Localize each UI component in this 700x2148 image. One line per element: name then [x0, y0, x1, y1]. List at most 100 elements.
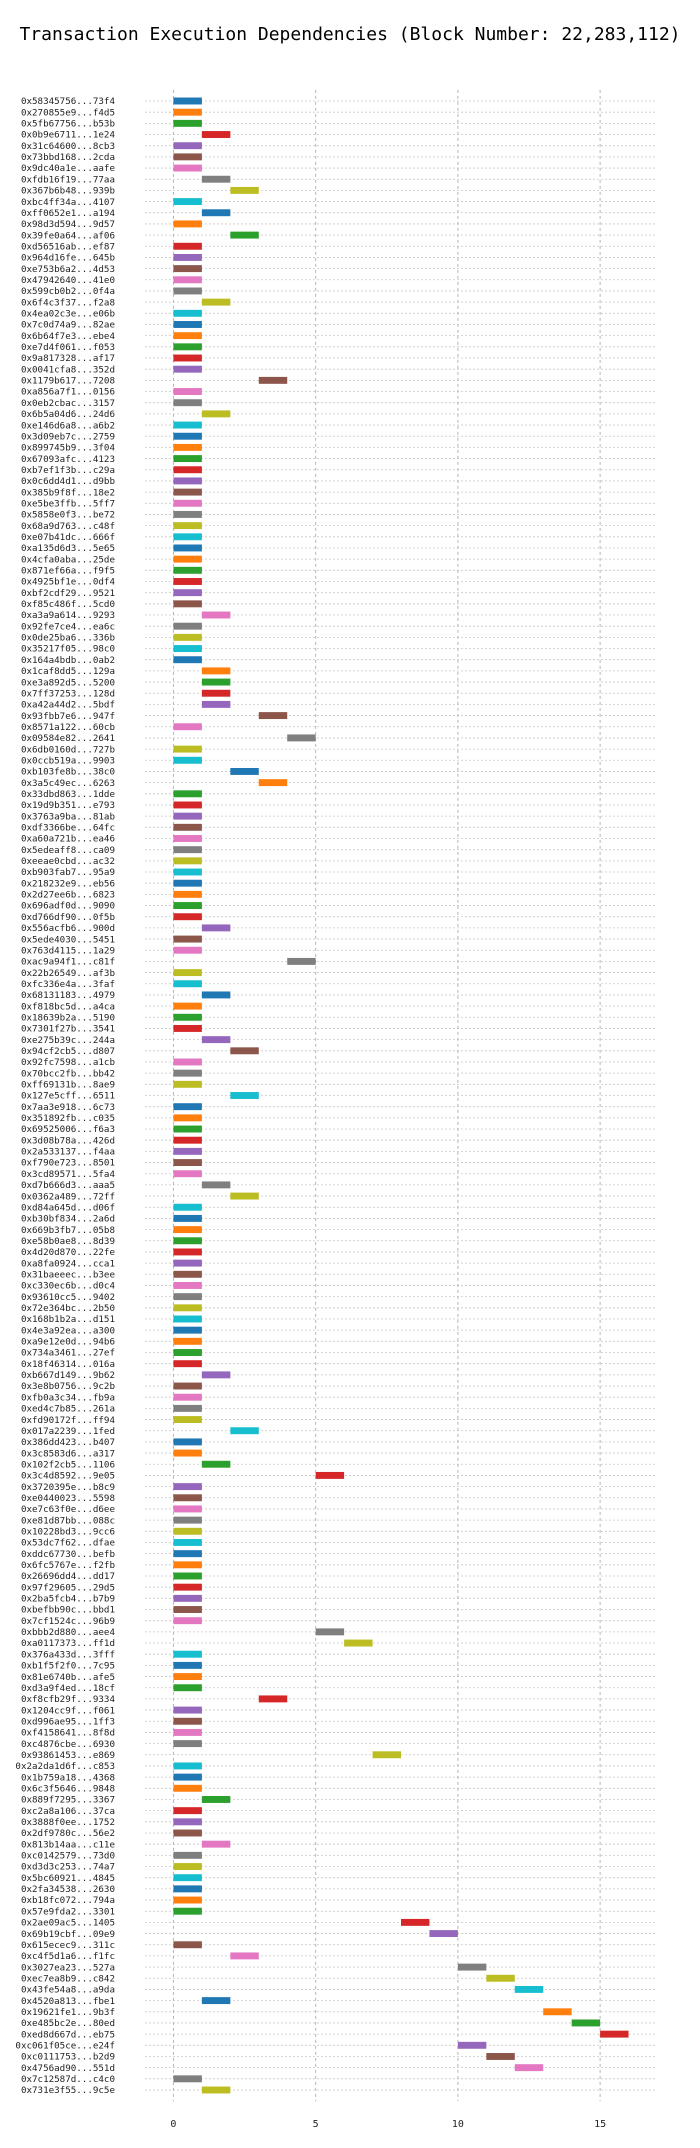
transaction-bar [173, 455, 202, 463]
transaction-label: 0x696adf0d...9090 [21, 901, 115, 912]
transaction-label: 0xfc336e4a...3faf [21, 979, 115, 990]
transaction-label: 0xb667d149...9b62 [21, 1370, 115, 1381]
transaction-bar [173, 253, 202, 261]
transaction-bar [230, 1952, 259, 1960]
transaction-label: 0x102f2cb5...1106 [21, 1459, 115, 1470]
transaction-bar [201, 175, 231, 183]
transaction-bar [173, 1673, 202, 1681]
transaction-label: 0xf790e723...8501 [21, 1158, 115, 1169]
transaction-label: 0xed4c7b85...261a [21, 1404, 115, 1415]
transaction-bar [173, 946, 202, 954]
transaction-label: 0x2df9780c...56e2 [21, 1828, 115, 1839]
transaction-bar [173, 1740, 202, 1748]
transaction-bar [173, 935, 202, 943]
transaction-bar [173, 522, 202, 530]
transaction-label: 0x58345756...73f4 [21, 96, 116, 107]
transaction-label: 0x017a2239...1fed [21, 1426, 115, 1437]
x-tick-label: 0 [170, 2119, 176, 2130]
transaction-label: 0x47942640...41e0 [21, 275, 115, 286]
transaction-label: 0x899745b9...3f04 [21, 443, 116, 454]
transaction-bar [600, 2030, 629, 2038]
transaction-bar [173, 399, 202, 407]
transaction-label: 0x6b5a04d6...24d6 [21, 409, 115, 420]
transaction-bar [230, 1192, 259, 1200]
transaction-label: 0x68131183...4979 [21, 990, 115, 1001]
transaction-label: 0xfd90172f...ff94 [21, 1415, 116, 1426]
transaction-label: 0x1b759a18...4368 [21, 1772, 115, 1783]
transaction-label: 0x6b64f7e3...ebe4 [21, 331, 116, 342]
transaction-label: 0xa856a7f1...0156 [21, 387, 115, 398]
transaction-bar [230, 767, 259, 775]
transaction-label: 0x731e3f55...9c5e [21, 2085, 115, 2096]
transaction-bar [173, 119, 202, 127]
transaction-bar [173, 1203, 202, 1211]
transaction-label: 0xfb0a3c34...fb9a [21, 1392, 115, 1403]
transaction-label: 0xb18fc072...794a [21, 1895, 115, 1906]
transaction-bar [173, 477, 202, 485]
transaction-bar [173, 1080, 202, 1088]
transaction-bar [173, 1315, 202, 1323]
transaction-label: 0xe3a892d5...5200 [21, 677, 115, 688]
transaction-label: 0xd7b666d3...aaa5 [21, 1180, 115, 1191]
transaction-bar [173, 533, 202, 541]
transaction-bar [173, 745, 202, 753]
transaction-label: 0x4e3a92ea...a300 [21, 1325, 115, 1336]
transaction-label: 0xe7d4f061...f053 [21, 342, 115, 353]
transaction-label: 0x2a533137...f4aa [21, 1147, 115, 1158]
transaction-label: 0xc330ec6b...d0c4 [21, 1281, 116, 1292]
transaction-label: 0xe58b0ae8...8d39 [21, 1236, 115, 1247]
transaction-bar [173, 1851, 202, 1859]
transaction-label: 0x0362a489...72ff [21, 1191, 115, 1202]
transaction-label: 0x168b1b2a...d151 [21, 1314, 115, 1325]
transaction-bar [173, 343, 202, 351]
transaction-bar [173, 1527, 202, 1535]
transaction-label: 0x93610cc5...9402 [21, 1292, 115, 1303]
transaction-label: 0x7c0d74a9...82ae [21, 320, 115, 331]
transaction-bar [173, 1326, 202, 1334]
transaction-bar [173, 1829, 202, 1837]
transaction-bar [173, 1907, 202, 1915]
transaction-bar [201, 298, 231, 306]
transaction-label: 0x556acfb6...900d [21, 923, 115, 934]
transaction-bar [173, 1594, 202, 1602]
transaction-label: 0x31baeeec...b3ee [21, 1269, 115, 1280]
transaction-label: 0x53dc7f62...dfae [21, 1538, 115, 1549]
y-axis-labels: 0x58345756...73f40x270855e9...f4d50x5fb6… [15, 96, 115, 2096]
transaction-bar [173, 578, 202, 585]
transaction-bar [173, 633, 202, 641]
transaction-bar [201, 209, 231, 217]
transaction-bar [173, 1393, 202, 1401]
transaction-label: 0xb30bf834...2a6d [21, 1214, 115, 1225]
transaction-bar [571, 2019, 601, 2027]
transaction-bar [173, 1483, 202, 1491]
transaction-bar [173, 1114, 202, 1122]
transaction-label: 0x813b14aa...c11e [21, 1839, 115, 1850]
transaction-label: 0x92fc7598...a1cb [21, 1057, 115, 1068]
transaction-label: 0xeeae0cbd...ac32 [21, 856, 115, 867]
transaction-label: 0x5bc60921...4845 [21, 1873, 115, 1884]
transaction-bar [173, 1259, 202, 1267]
transaction-label: 0x35217f05...98c0 [21, 644, 115, 655]
transaction-bar [173, 432, 202, 440]
transaction-bar [401, 1918, 430, 1926]
transaction-bar [287, 734, 316, 742]
transaction-bar [173, 1572, 202, 1580]
transaction-bar [173, 321, 202, 328]
transaction-bar [173, 1214, 202, 1222]
transaction-label: 0x26696dd4...dd17 [21, 1571, 115, 1582]
transaction-label: 0x9a817328...af17 [21, 353, 115, 364]
transaction-bar [173, 466, 202, 474]
transaction-label: 0x19621fe1...9b3f [21, 2007, 115, 2018]
transaction-bar [201, 1036, 231, 1044]
transaction-label: 0x18639b2a...5190 [21, 1012, 115, 1023]
transaction-label: 0x2fa34538...2630 [21, 1884, 115, 1895]
transaction-bar [173, 499, 202, 507]
transaction-bar [173, 265, 202, 273]
transaction-label: 0xc4f5d1a6...f1fc [21, 1951, 115, 1962]
transaction-bar [173, 1281, 202, 1289]
transaction-label: 0x615ecec9...311c [21, 1940, 115, 1951]
transaction-label: 0xf4158641...8f8d [21, 1728, 115, 1739]
transaction-bar [173, 1941, 202, 1949]
transaction-bar [173, 153, 202, 161]
